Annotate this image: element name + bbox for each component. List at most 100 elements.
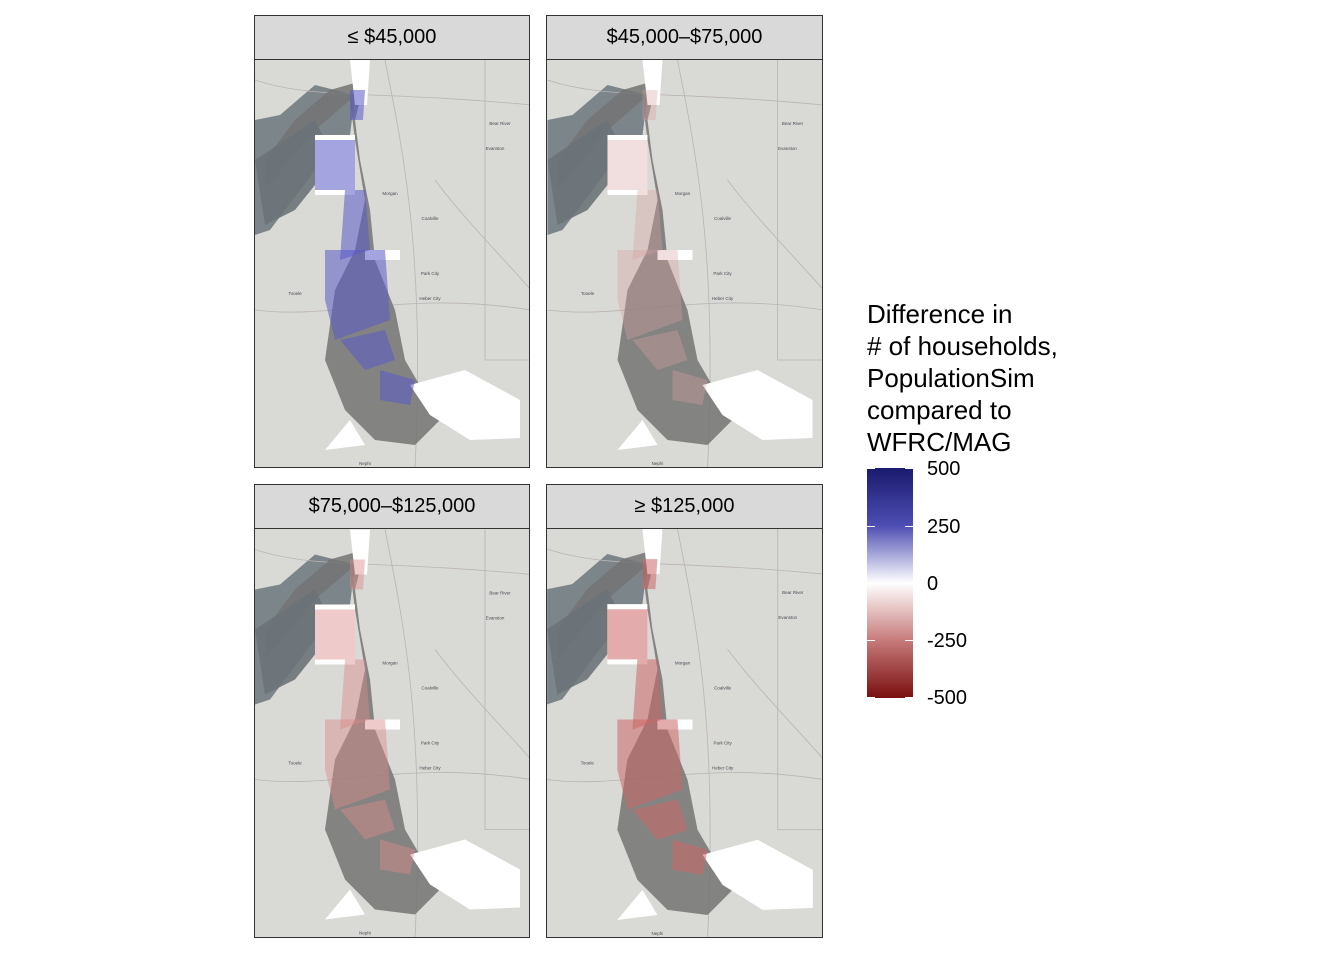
place-label: Bear River: [782, 121, 804, 126]
white-zone: [607, 135, 648, 195]
legend-tick-label: -250: [927, 630, 968, 652]
white-zone: [617, 420, 658, 450]
place-label: Park City: [713, 741, 732, 746]
map-panel-2: Bear River Evanston Morgan Coalville Park Ci…: [546, 59, 823, 468]
place-label: Evanston: [486, 146, 505, 151]
colorbar-tick: [905, 640, 913, 641]
map-panel-4: Bear River Evanston Morgan Coalville Park Ci…: [546, 528, 823, 938]
map-2: Bear River Evanston Morgan Coalville Park Ci…: [547, 60, 822, 467]
place-label: Tooele: [581, 291, 595, 296]
data-zone: [617, 719, 683, 810]
place-label: Evanston: [778, 146, 797, 151]
white-zone: [657, 250, 693, 260]
facet-strip-1: ≤ $45,000: [254, 15, 530, 60]
data-zone: [325, 250, 390, 340]
colorbar-tick: [867, 526, 875, 527]
white-zone: [642, 60, 663, 105]
place-label: Nephi: [652, 931, 664, 936]
legend-title-line: compared to: [867, 395, 1012, 425]
place-label: Heber City: [712, 296, 734, 301]
facet-label-1: ≤ $45,000: [347, 26, 437, 48]
legend-title-line: Difference in: [867, 299, 1013, 329]
study-area: [265, 549, 440, 915]
white-zone: [410, 839, 520, 910]
legend-colorbar: [867, 468, 913, 698]
place-label: Heber City: [419, 766, 441, 771]
place-label: Evanston: [486, 616, 505, 621]
white-zone: [325, 420, 365, 450]
place-label: Nephi: [652, 461, 664, 466]
data-zone: [672, 839, 708, 875]
white-zone: [350, 529, 370, 575]
place-label: Coalville: [714, 685, 732, 690]
colorbar-tick: [905, 697, 913, 698]
basemap-road: [727, 649, 822, 759]
legend-tick-label: 250: [927, 516, 961, 538]
data-zone: [340, 190, 370, 260]
place-label: Park City: [713, 271, 732, 276]
data-zone: [607, 609, 648, 660]
colorbar-tick: [867, 583, 875, 584]
data-zone: [325, 719, 390, 810]
data-zone: [607, 140, 648, 190]
legend-title-line: PopulationSim: [867, 363, 1035, 393]
facet-label-4: ≥ $125,000: [634, 495, 735, 517]
legend-tick-label: 500: [927, 458, 961, 480]
legend-tick-label: -500: [927, 687, 968, 709]
white-zone: [702, 370, 813, 440]
place-label: Morgan: [675, 660, 691, 665]
place-label: Coalville: [714, 216, 732, 221]
study-area: [557, 80, 733, 445]
basemap-road: [484, 529, 529, 830]
data-zone: [632, 190, 663, 260]
place-label: Bear River: [782, 590, 804, 595]
basemap-road: [484, 60, 529, 361]
data-zone: [340, 659, 370, 730]
data-zone: [632, 799, 688, 840]
map-4: Bear River Evanston Morgan Coalville Park Ci…: [547, 529, 822, 937]
facet-label-3: $75,000–$125,000: [308, 495, 476, 517]
basemap-road: [434, 649, 529, 758]
data-zone: [350, 559, 365, 590]
white-zone: [325, 889, 365, 920]
white-zone: [365, 719, 400, 730]
place-label: Morgan: [675, 191, 691, 196]
colorbar-tick: [867, 697, 875, 698]
colorbar-tick: [905, 526, 913, 527]
place-label: Coalville: [421, 686, 439, 691]
data-zone: [632, 330, 688, 370]
place-label: Evanston: [778, 615, 797, 620]
place-label: Heber City: [419, 296, 441, 301]
place-label: Heber City: [712, 766, 734, 771]
data-zone: [632, 659, 663, 730]
place-label: Bear River: [489, 121, 511, 126]
map-panel-1: Bear River Evanston Morgan Coalville Park Ci…: [254, 59, 530, 468]
data-zone: [315, 140, 355, 190]
facet-strip-2: $45,000–$75,000: [546, 15, 823, 60]
legend-title: Difference in # of households, Populatio…: [867, 298, 1058, 458]
place-label: Tooele: [288, 761, 302, 766]
map-1: Bear River Evanston Morgan Coalville Park Ci…: [255, 60, 529, 467]
colorbar-tick: [867, 468, 875, 469]
place-label: Tooele: [581, 761, 595, 766]
place-label: Nephi: [359, 461, 371, 466]
legend-title-line: WFRC/MAG: [867, 427, 1012, 457]
colorbar-tick: [905, 468, 913, 469]
place-label: Morgan: [382, 191, 398, 196]
basemap-road: [777, 60, 822, 361]
place-label: Bear River: [489, 591, 511, 596]
data-zone: [642, 559, 658, 590]
data-zone: [672, 370, 708, 405]
colorbar-tick: [867, 640, 875, 641]
data-zone: [350, 90, 365, 120]
colorbar-tick: [905, 583, 913, 584]
map-3: Bear River Evanston Morgan Coalville Park Ci…: [255, 529, 529, 937]
place-label: Morgan: [382, 661, 398, 666]
basemap-road: [777, 529, 822, 831]
white-zone: [315, 604, 355, 665]
white-zone: [702, 839, 813, 910]
data-zone: [315, 609, 355, 660]
place-label: Park City: [421, 271, 440, 276]
legend-tick-label: 0: [927, 573, 939, 595]
facet-strip-3: $75,000–$125,000: [254, 484, 530, 529]
